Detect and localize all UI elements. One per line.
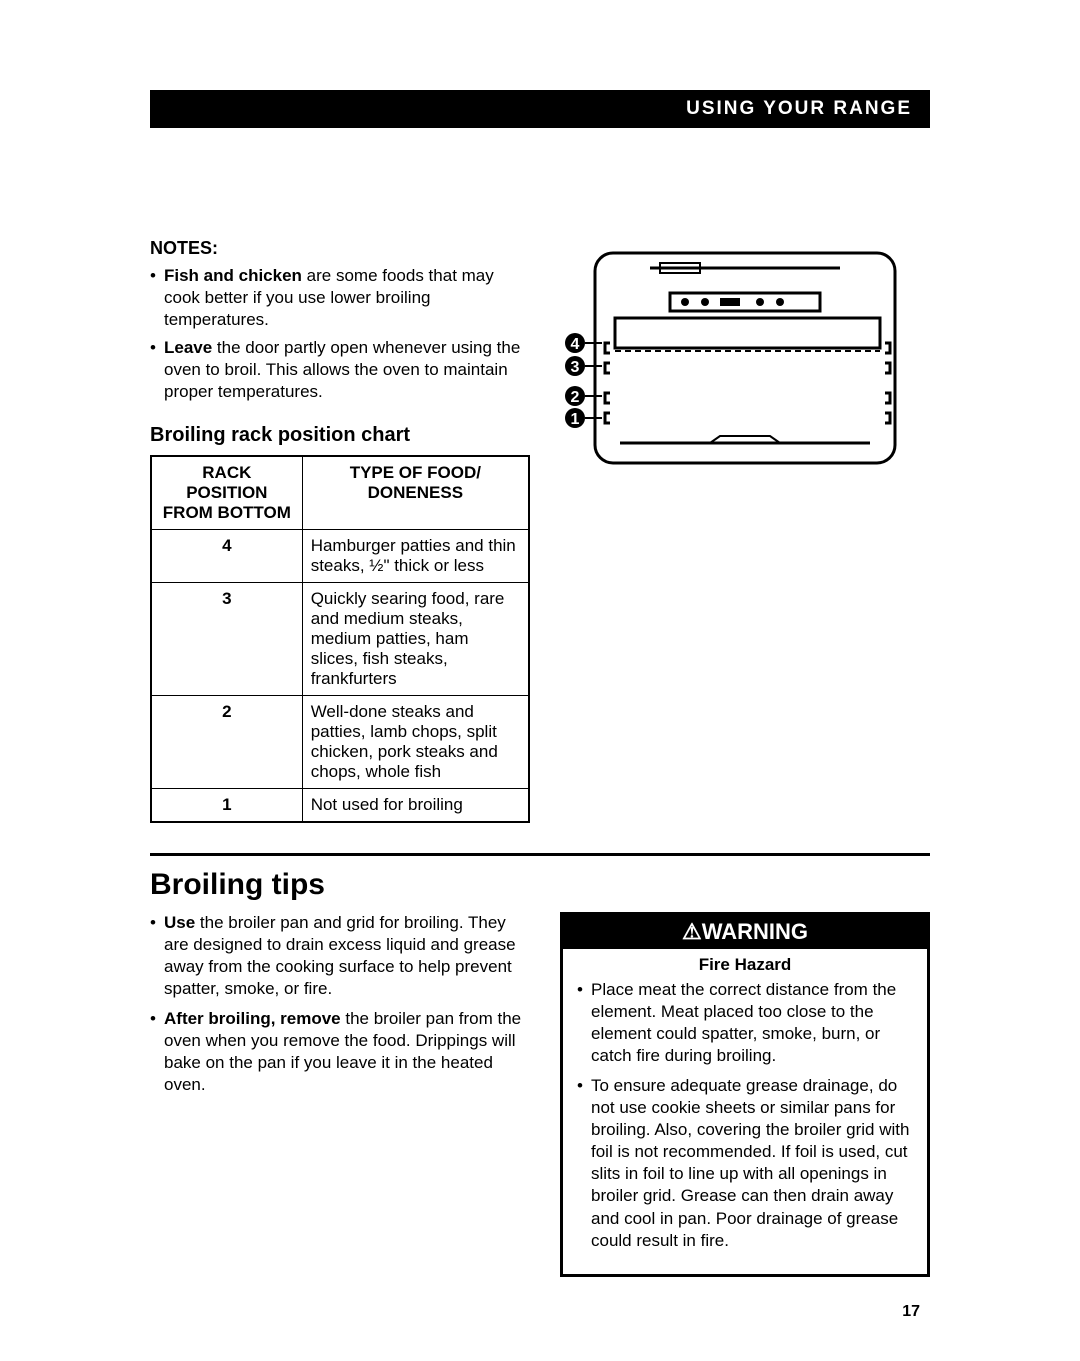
warning-column: ⚠WARNING Fire Hazard Place meat the corr… <box>560 912 930 1277</box>
warning-subtitle: Fire Hazard <box>563 949 927 979</box>
food-type-cell: Not used for broiling <box>302 788 529 822</box>
table-header-left: RACK POSITION FROM BOTTOM <box>151 456 302 530</box>
warning-item: To ensure adequate grease drainage, do n… <box>577 1075 913 1252</box>
tips-columns: Use the broiler pan and grid for broilin… <box>150 912 930 1277</box>
rack-position-cell: 2 <box>151 695 302 788</box>
chart-title: Broiling rack position chart <box>150 424 530 447</box>
diagram-label-4: 4 <box>571 336 580 353</box>
rack-position-cell: 1 <box>151 788 302 822</box>
table-row: 4Hamburger patties and thin steaks, ½" t… <box>151 529 529 582</box>
notes-and-chart: NOTES: Fish and chicken are some foods t… <box>150 238 530 823</box>
warning-list: Place meat the correct distance from the… <box>563 979 927 1274</box>
notes-item: Fish and chicken are some foods that may… <box>150 265 530 331</box>
table-header-right: TYPE OF FOOD/ DONENESS <box>302 456 529 530</box>
notes-heading: NOTES: <box>150 238 530 259</box>
notes-text: the door partly open whenever using the … <box>164 338 520 401</box>
tips-list: Use the broiler pan and grid for broilin… <box>150 912 530 1097</box>
food-type-cell: Quickly searing food, rare and medium st… <box>302 582 529 695</box>
diagram-column: 4 3 2 1 <box>560 238 930 823</box>
diagram-label-2: 2 <box>571 389 580 406</box>
page-container: USING YOUR RANGE NOTES: Fish and chicken… <box>0 0 1080 1337</box>
notes-bold: Leave <box>164 338 212 357</box>
tips-title: Broiling tips <box>150 868 930 902</box>
diagram-label-1: 1 <box>571 411 580 428</box>
rack-position-table: RACK POSITION FROM BOTTOM TYPE OF FOOD/ … <box>150 455 530 823</box>
upper-columns: NOTES: Fish and chicken are some foods t… <box>150 238 930 823</box>
warning-header: ⚠WARNING <box>563 915 927 949</box>
tips-bold: Use <box>164 913 195 932</box>
tips-item: Use the broiler pan and grid for broilin… <box>150 912 530 1000</box>
tips-item: After broiling, remove the broiler pan f… <box>150 1008 530 1096</box>
tips-list-column: Use the broiler pan and grid for broilin… <box>150 912 530 1277</box>
notes-item: Leave the door partly open whenever usin… <box>150 337 530 403</box>
warning-box: ⚠WARNING Fire Hazard Place meat the corr… <box>560 912 930 1277</box>
tips-text: the broiler pan and grid for broiling. T… <box>164 913 516 998</box>
section-header: USING YOUR RANGE <box>150 90 930 128</box>
page-number: 17 <box>902 1303 920 1321</box>
table-row: 2Well-done steaks and patties, lamb chop… <box>151 695 529 788</box>
warning-item: Place meat the correct distance from the… <box>577 979 913 1067</box>
food-type-cell: Well-done steaks and patties, lamb chops… <box>302 695 529 788</box>
oven-diagram: 4 3 2 1 <box>560 248 930 473</box>
section-divider <box>150 853 930 856</box>
notes-bold: Fish and chicken <box>164 266 302 285</box>
table-row: 1Not used for broiling <box>151 788 529 822</box>
food-type-cell: Hamburger patties and thin steaks, ½" th… <box>302 529 529 582</box>
diagram-label-3: 3 <box>571 359 580 376</box>
notes-list: Fish and chicken are some foods that may… <box>150 265 530 404</box>
rack-position-cell: 3 <box>151 582 302 695</box>
table-row: 3Quickly searing food, rare and medium s… <box>151 582 529 695</box>
rack-position-cell: 4 <box>151 529 302 582</box>
tips-bold: After broiling, remove <box>164 1009 341 1028</box>
